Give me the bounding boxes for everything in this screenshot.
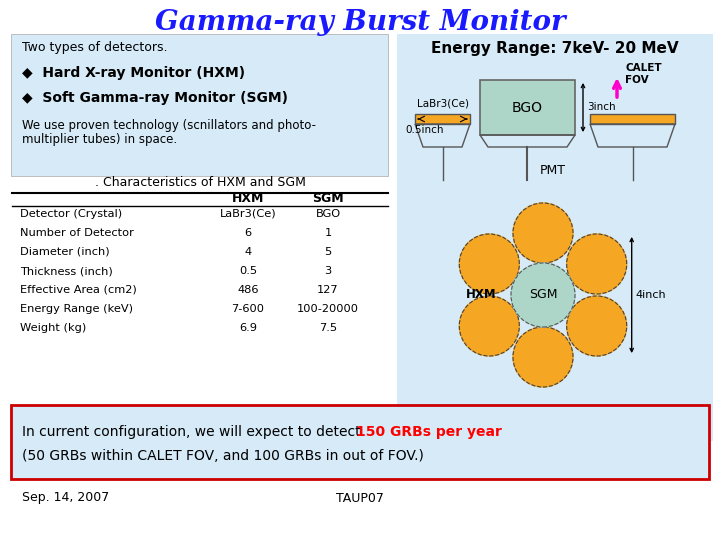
Bar xyxy=(415,114,470,124)
Text: 0.5: 0.5 xyxy=(239,266,257,276)
Text: Thickness (inch): Thickness (inch) xyxy=(20,266,113,276)
Text: Two types of detectors.: Two types of detectors. xyxy=(22,42,168,55)
Text: 150 GRBs per year: 150 GRBs per year xyxy=(356,425,502,439)
Text: FOV: FOV xyxy=(625,75,649,85)
Text: BGO: BGO xyxy=(512,100,543,114)
Text: ◆  Hard X-ray Monitor (HXM): ◆ Hard X-ray Monitor (HXM) xyxy=(22,66,245,80)
Circle shape xyxy=(511,263,575,327)
Text: 3: 3 xyxy=(325,266,332,276)
Bar xyxy=(480,80,575,135)
Circle shape xyxy=(567,296,626,356)
Text: SGM: SGM xyxy=(312,192,344,206)
Text: SGM: SGM xyxy=(528,288,557,301)
Text: . Characteristics of HXM and SGM: . Characteristics of HXM and SGM xyxy=(94,176,305,188)
Circle shape xyxy=(513,203,573,263)
Text: 6.9: 6.9 xyxy=(239,323,257,333)
Text: Number of Detector: Number of Detector xyxy=(20,228,134,238)
Text: ◆  Soft Gamma-ray Monitor (SGM): ◆ Soft Gamma-ray Monitor (SGM) xyxy=(22,91,288,105)
Text: Detector (Crystal): Detector (Crystal) xyxy=(20,209,122,219)
Bar xyxy=(590,114,675,124)
Text: 3inch: 3inch xyxy=(587,102,616,112)
Text: Diameter (inch): Diameter (inch) xyxy=(20,247,109,257)
Text: 7-600: 7-600 xyxy=(232,304,264,314)
Text: Sep. 14, 2007: Sep. 14, 2007 xyxy=(22,491,109,504)
Text: In current configuration, we will expect to detect: In current configuration, we will expect… xyxy=(22,425,365,439)
Text: 0.5inch: 0.5inch xyxy=(405,125,444,135)
Text: We use proven technology (scnillators and photo-: We use proven technology (scnillators an… xyxy=(22,118,316,132)
FancyBboxPatch shape xyxy=(11,34,388,176)
Circle shape xyxy=(513,327,573,387)
Text: 486: 486 xyxy=(238,285,258,295)
Text: 5: 5 xyxy=(325,247,332,257)
Text: (50 GRBs within CALET FOV, and 100 GRBs in out of FOV.): (50 GRBs within CALET FOV, and 100 GRBs … xyxy=(22,449,424,463)
Circle shape xyxy=(459,296,519,356)
Text: Weight (kg): Weight (kg) xyxy=(20,323,86,333)
Text: 100-20000: 100-20000 xyxy=(297,304,359,314)
Text: Gamma-ray Burst Monitor: Gamma-ray Burst Monitor xyxy=(155,9,565,36)
Text: HXM: HXM xyxy=(232,192,264,206)
Text: 1: 1 xyxy=(325,228,332,238)
Text: 4inch: 4inch xyxy=(636,290,666,300)
Text: 127: 127 xyxy=(318,285,339,295)
Text: Energy Range: 7keV- 20 MeV: Energy Range: 7keV- 20 MeV xyxy=(431,40,679,56)
Text: Energy Range (keV): Energy Range (keV) xyxy=(20,304,133,314)
Text: 6: 6 xyxy=(244,228,251,238)
Text: PMT: PMT xyxy=(540,164,566,177)
Text: LaBr3(Ce): LaBr3(Ce) xyxy=(220,209,276,219)
Text: TAUP07: TAUP07 xyxy=(336,491,384,504)
Circle shape xyxy=(459,234,519,294)
Text: 4: 4 xyxy=(244,247,251,257)
FancyBboxPatch shape xyxy=(397,34,713,441)
Text: LaBr3(Ce): LaBr3(Ce) xyxy=(416,99,469,109)
Circle shape xyxy=(567,234,626,294)
FancyBboxPatch shape xyxy=(11,405,709,479)
Text: multiplier tubes) in space.: multiplier tubes) in space. xyxy=(22,133,177,146)
Text: Effective Area (cm2): Effective Area (cm2) xyxy=(20,285,137,295)
Text: 7.5: 7.5 xyxy=(319,323,337,333)
Text: HXM: HXM xyxy=(466,288,496,301)
Text: CALET: CALET xyxy=(625,63,662,73)
Text: BGO: BGO xyxy=(315,209,341,219)
